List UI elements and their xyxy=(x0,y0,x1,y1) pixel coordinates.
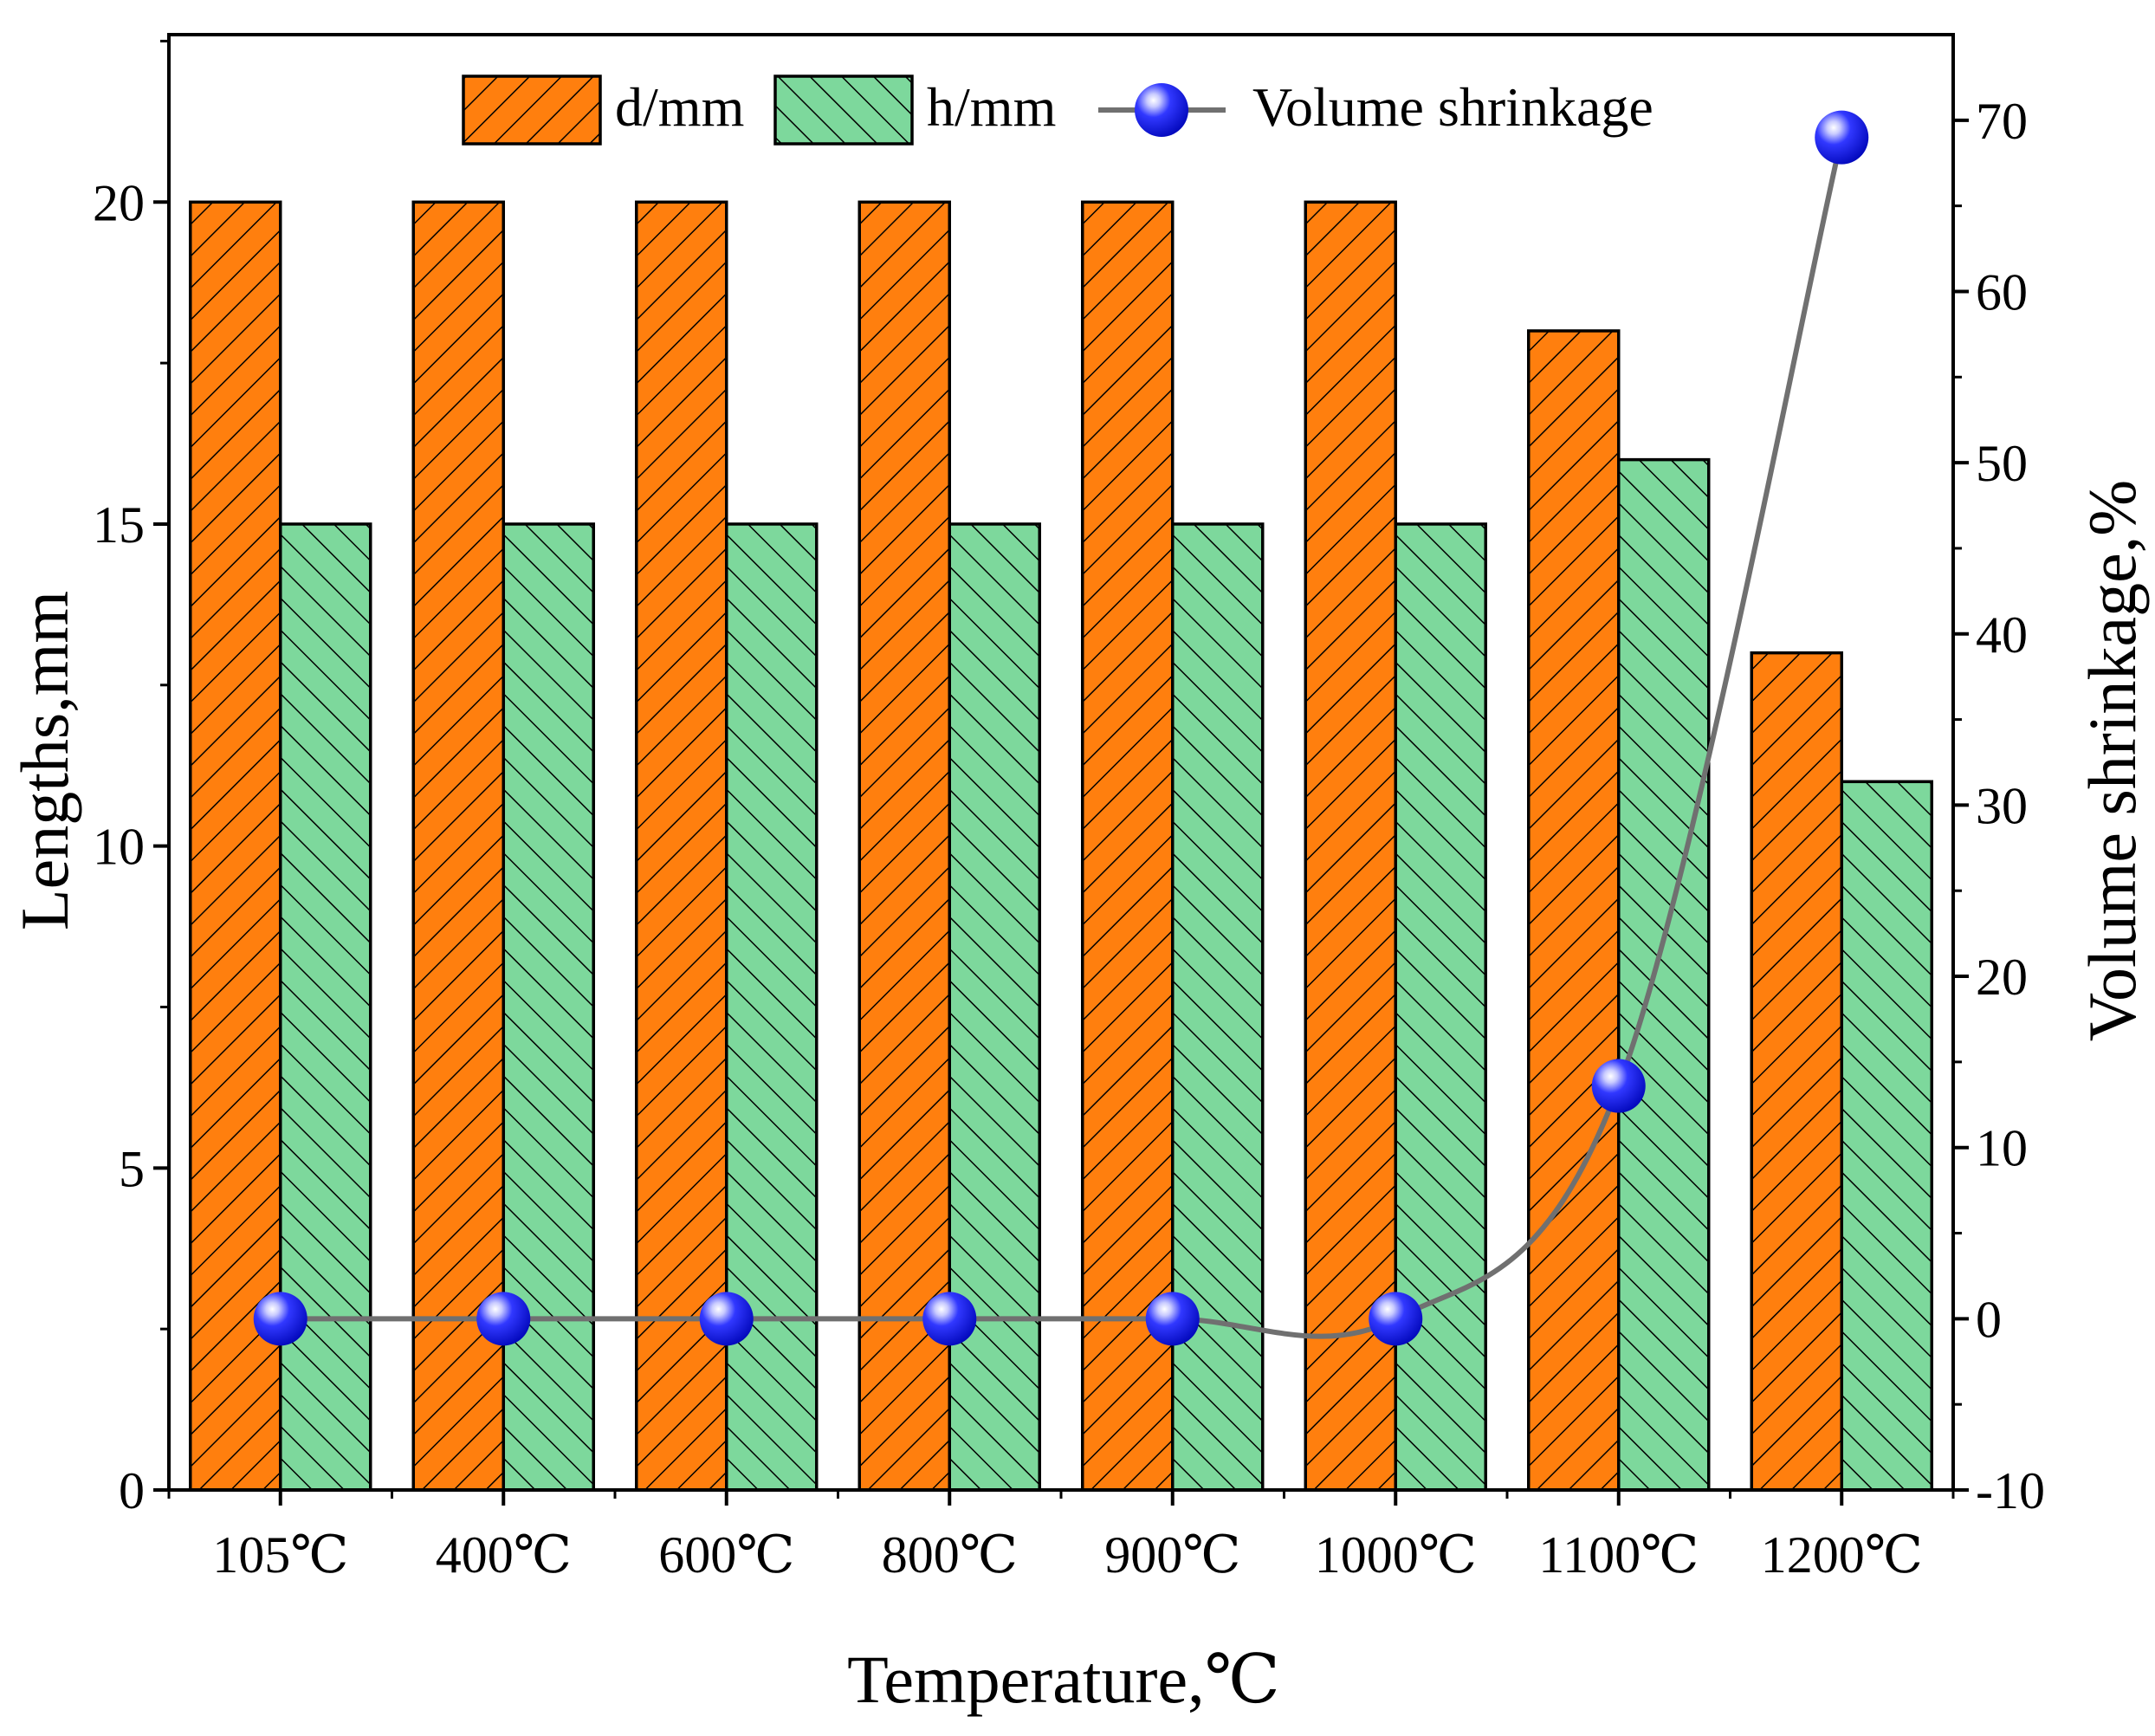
y2-tick-label--10: -10 xyxy=(1976,1462,2045,1519)
y2-tick-label-30: 30 xyxy=(1976,777,2028,834)
legend-swatch-hatch-1 xyxy=(773,74,914,146)
legend-label-1: h/mm xyxy=(927,76,1056,138)
x-tick-label-7: 1200℃ xyxy=(1761,1526,1923,1584)
y2-tick-label-10: 10 xyxy=(1976,1120,2028,1177)
bar-hatch-d-mm-3 xyxy=(857,200,951,1492)
bar-hatch-d-mm-2 xyxy=(635,200,728,1492)
y2-tick-label-0: 0 xyxy=(1976,1291,2002,1348)
y2-tick-label-40: 40 xyxy=(1976,606,2028,664)
x-axis-title: Temperature,℃ xyxy=(847,1642,1280,1717)
bar-hatch-d-mm-7 xyxy=(1750,651,1843,1492)
y2-tick-label-20: 20 xyxy=(1976,949,2028,1006)
volume-shrinkage-point-2 xyxy=(699,1292,754,1346)
bar-hatch-h-mm-5 xyxy=(1394,522,1487,1492)
x-tick-label-1: 400℃ xyxy=(436,1526,572,1584)
axes-layer: 0 5 10 15 20 -10 0 10 20 30 40 50 60 70 105℃ 400℃ 600℃ 80… xyxy=(93,33,2045,1584)
y2-tick-label-70: 70 xyxy=(1976,93,2028,150)
bar-hatch-h-mm-3 xyxy=(948,522,1041,1492)
legend-swatch-hatch-0 xyxy=(462,74,602,146)
y2-axis-title: Volume shrinkage,% xyxy=(2074,480,2150,1041)
x-tick-label-0: 105℃ xyxy=(212,1526,348,1584)
y-tick-label-15: 15 xyxy=(93,496,145,554)
x-tick-label-6: 1100℃ xyxy=(1538,1526,1699,1584)
volume-shrinkage-point-4 xyxy=(1145,1292,1200,1346)
y2-tick-label-50: 50 xyxy=(1976,435,2028,492)
legend-label-0: d/mm xyxy=(615,76,744,138)
volume-shrinkage-point-1 xyxy=(476,1292,531,1346)
x-tick-label-5: 1000℃ xyxy=(1315,1526,1477,1584)
bar-hatch-d-mm-4 xyxy=(1081,200,1175,1492)
bar-hatch-h-mm-2 xyxy=(725,522,819,1492)
line-layer xyxy=(253,110,1869,1346)
y-tick-label-20: 20 xyxy=(93,174,145,231)
volume-shrinkage-point-0 xyxy=(253,1292,307,1346)
volume-shrinkage-point-6 xyxy=(1591,1059,1646,1113)
volume-shrinkage-point-7 xyxy=(1815,110,1869,165)
bar-hatch-d-mm-6 xyxy=(1527,329,1621,1492)
legend: d/mm h/mm Volume shrinkage xyxy=(462,74,1653,146)
y-axis-title: Lengths,mm xyxy=(7,591,82,930)
bar-hatch-h-mm-4 xyxy=(1171,522,1265,1492)
bar-hatch-h-mm-7 xyxy=(1840,780,1933,1492)
legend-marker xyxy=(1135,83,1188,137)
x-tick-label-4: 900℃ xyxy=(1104,1526,1240,1584)
volume-shrinkage-point-3 xyxy=(922,1292,977,1346)
bar-hatch-h-mm-6 xyxy=(1617,457,1711,1492)
bar-hatch-d-mm-0 xyxy=(189,200,282,1492)
y-tick-label-10: 10 xyxy=(93,819,145,876)
x-tick-label-3: 800℃ xyxy=(882,1526,1018,1584)
y-tick-label-0: 0 xyxy=(119,1462,145,1519)
bar-hatch-h-mm-0 xyxy=(279,522,372,1492)
bar-hatch-h-mm-1 xyxy=(502,522,595,1492)
bar-hatch-d-mm-5 xyxy=(1304,200,1397,1492)
x-tick-label-2: 600℃ xyxy=(658,1526,794,1584)
y2-tick-label-60: 60 xyxy=(1976,263,2028,321)
bars-layer xyxy=(189,200,1933,1492)
legend-label-2: Volume shrinkage xyxy=(1252,76,1653,138)
volume-shrinkage-point-5 xyxy=(1369,1292,1423,1346)
y-tick-label-5: 5 xyxy=(119,1140,145,1197)
